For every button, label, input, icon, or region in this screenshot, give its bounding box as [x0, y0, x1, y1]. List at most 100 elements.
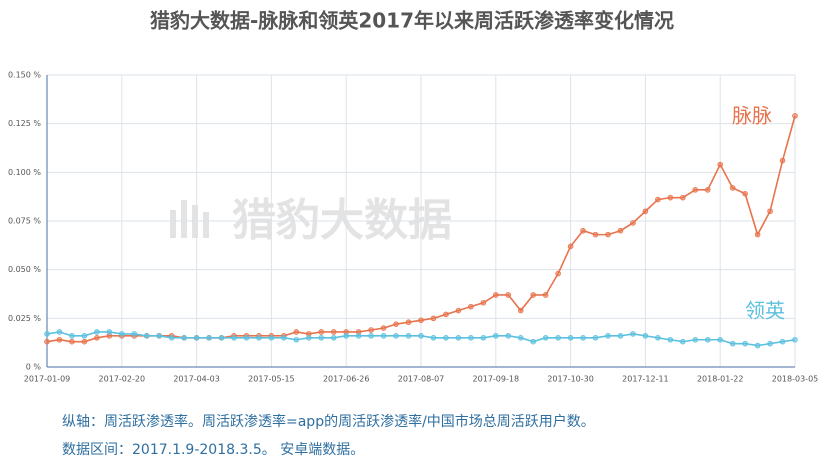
x-tick-label: 2017-02-20 — [99, 375, 146, 384]
y-tick-label: 0.050 % — [8, 265, 41, 274]
point — [542, 334, 549, 341]
point — [754, 342, 761, 349]
point — [405, 319, 412, 326]
x-tick-label: 2017-01-09 — [24, 375, 71, 384]
point — [667, 194, 674, 201]
point — [368, 333, 374, 339]
point — [729, 185, 736, 191]
x-tick-label: 2018-01-22 — [697, 375, 744, 384]
point — [580, 227, 586, 234]
point — [393, 321, 399, 327]
point — [106, 329, 113, 335]
point — [330, 334, 337, 341]
y-tick-label: 0.025 % — [8, 314, 41, 323]
x-tick-label: 2018-03-05 — [772, 375, 819, 384]
point — [580, 334, 586, 341]
point — [293, 336, 300, 343]
point — [143, 333, 150, 339]
point — [667, 336, 674, 343]
point — [468, 334, 474, 341]
point — [443, 334, 449, 341]
point — [530, 292, 536, 298]
y-tick-label: 0.125 % — [8, 119, 41, 128]
point — [330, 329, 337, 335]
point — [430, 315, 437, 322]
point — [94, 334, 100, 341]
point — [418, 317, 424, 324]
point — [692, 336, 699, 343]
point — [704, 336, 711, 343]
point — [742, 340, 748, 347]
point — [81, 333, 88, 339]
point — [430, 334, 437, 341]
chart-title: 猎豹大数据-脉脉和领英2017年以来周活跃渗透率变化情况 — [150, 9, 674, 33]
point — [44, 338, 50, 345]
y-tick-label: 0 % — [26, 363, 42, 372]
point — [605, 231, 611, 238]
point — [56, 329, 63, 335]
point — [729, 340, 736, 347]
point — [505, 292, 512, 298]
x-tick-label: 2017-12-11 — [622, 375, 669, 384]
point — [231, 334, 237, 341]
point — [717, 336, 723, 343]
point — [704, 187, 711, 193]
point — [655, 196, 661, 203]
point — [767, 340, 773, 347]
point — [69, 338, 75, 345]
point — [555, 334, 561, 341]
point — [69, 333, 75, 339]
point — [455, 334, 462, 341]
point — [792, 113, 798, 119]
point — [368, 327, 374, 333]
point — [131, 331, 138, 337]
point — [243, 334, 250, 341]
point — [455, 307, 462, 314]
point — [517, 307, 524, 314]
point — [206, 334, 212, 341]
point — [679, 338, 686, 345]
point — [168, 334, 175, 341]
point — [517, 334, 524, 341]
x-tick-label: 2017-08-07 — [398, 375, 445, 384]
point — [418, 333, 424, 339]
point — [592, 334, 599, 341]
y-tick-label: 0.150 % — [8, 71, 41, 80]
point — [293, 329, 300, 335]
point — [492, 333, 499, 339]
point — [156, 333, 163, 339]
point — [343, 333, 350, 339]
point — [380, 333, 387, 339]
point — [468, 303, 474, 310]
point — [318, 334, 325, 341]
point — [642, 333, 649, 339]
point — [44, 331, 50, 337]
point — [754, 231, 761, 238]
point — [443, 311, 449, 318]
point — [492, 292, 499, 298]
point — [355, 333, 362, 339]
y-tick-label: 0.100 % — [8, 168, 41, 177]
point — [717, 161, 723, 168]
series-label: 领英 — [745, 299, 785, 323]
y-tick-label: 0.075 % — [8, 217, 41, 226]
point — [679, 194, 686, 201]
note: 数据区间：2017.1.9-2018.3.5。 安卓端数据。 — [62, 442, 364, 458]
point — [792, 336, 798, 343]
point — [94, 329, 100, 335]
point — [393, 333, 399, 339]
point — [305, 334, 312, 341]
point — [56, 336, 63, 343]
note: 纵轴：周活跃渗透率。周活跃渗透率=app的周活跃渗透率/中国市场总周活跃用户数。 — [62, 413, 595, 430]
point — [505, 333, 512, 339]
point — [630, 220, 636, 226]
point — [617, 227, 624, 234]
point — [592, 231, 599, 238]
point — [767, 208, 773, 215]
point — [779, 338, 786, 345]
point — [256, 334, 262, 341]
point — [779, 157, 786, 164]
point — [542, 292, 549, 298]
point — [655, 334, 661, 341]
